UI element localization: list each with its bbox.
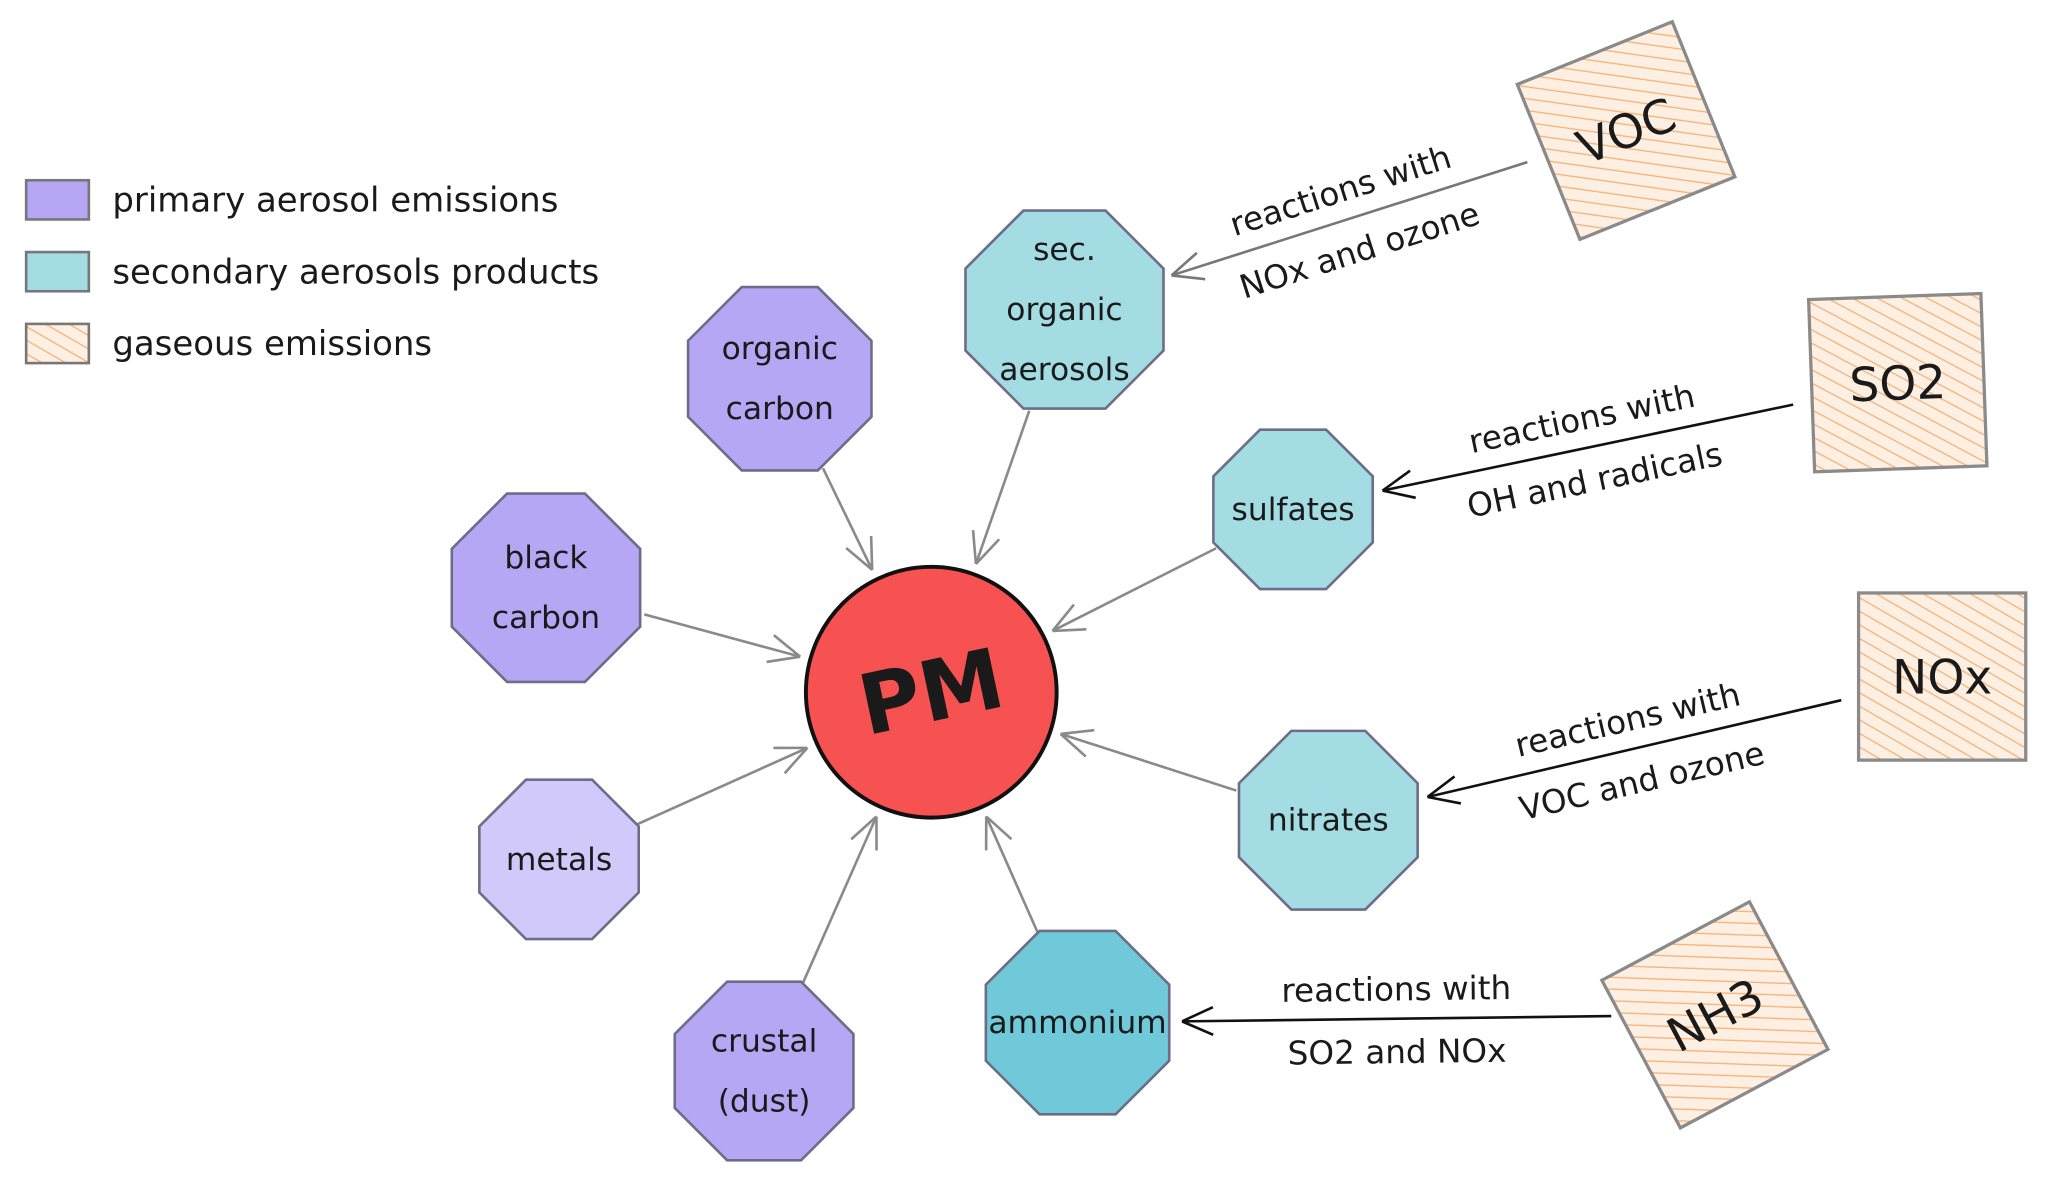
gas-box — [1856, 591, 2028, 762]
arrow-so2-to-sulfates — [1382, 403, 1794, 492]
arrow-nh3-to-ammonium-head — [1181, 1020, 1214, 1037]
arrow-black-carbon-to-pm — [643, 613, 801, 658]
pm-circle — [803, 564, 1059, 820]
arrow-sulfates-to-pm-head — [1052, 628, 1087, 633]
arrow-so2-to-sulfates-head — [1382, 489, 1416, 500]
gas-node-voc: VOC — [1515, 19, 1738, 242]
gas-box — [1515, 19, 1738, 242]
arrow-nh3-to-ammonium-head — [1181, 1005, 1214, 1023]
node-label: metals — [506, 842, 612, 878]
legend-label: primary aerosol emissions — [112, 181, 558, 221]
node-label: organic — [722, 331, 838, 367]
node-crustal-dust: crustal (dust) — [673, 980, 855, 1162]
arrow-ammonium-to-pm-head — [985, 815, 1013, 841]
legend-swatch-primary — [24, 178, 91, 221]
gas-node-nh3: NH3 — [1599, 899, 1831, 1131]
arrow-nitrates-to-pm — [1060, 732, 1237, 792]
octagon-shape — [450, 492, 642, 684]
legend-swatch-secondary — [24, 250, 91, 293]
arrow-black-carbon-to-pm-head — [773, 634, 801, 658]
arrow-organic-carbon-to-pm — [821, 467, 874, 571]
arrow-ammonium-to-pm — [985, 815, 1039, 933]
node-label: aerosols — [999, 352, 1129, 388]
gas-node-nox: NOx — [1856, 591, 2028, 762]
gas-box — [1806, 291, 1989, 474]
node-label: organic — [1006, 292, 1122, 328]
node-sec-organic-aerosols: sec. organic aerosols — [964, 209, 1165, 410]
legend-label: secondary aerosols products — [112, 252, 599, 292]
node-black-carbon: black carbon — [450, 492, 642, 684]
arrow-black-carbon-to-pm-head — [766, 655, 801, 664]
arrow-sec-organic-aerosols-to-pm-head — [971, 529, 978, 565]
node-label: sec. — [1033, 232, 1096, 268]
octagon-shape — [1212, 428, 1375, 591]
arrow-nh3-to-ammonium — [1182, 1014, 1612, 1023]
arrow-nitrates-to-pm-head — [1059, 732, 1087, 758]
reaction-label: SO2 and NOx — [1287, 1032, 1506, 1073]
arrow-nox-to-nitrates-head — [1426, 775, 1456, 799]
gas-label: SO2 — [1849, 355, 1948, 413]
nodes: organic carbon black carbon metals crustal (du… — [450, 19, 2028, 1162]
node-organic-carbon: organic carbon — [686, 285, 873, 472]
pm-node: PM — [803, 564, 1059, 820]
octagon-shape — [984, 929, 1171, 1116]
arrow-organic-carbon-to-pm-head — [869, 535, 874, 570]
arrow-sec-organic-aerosols-to-pm-head — [974, 538, 1001, 565]
node-label: crustal — [711, 1023, 817, 1059]
arrow-metals-to-pm — [637, 746, 808, 826]
node-metals: metals — [478, 778, 641, 941]
octagon-shape — [964, 209, 1165, 410]
arrow-sulfates-to-pm-head — [1051, 603, 1075, 632]
arrow-voc-to-sec-organic-aerosols-head — [1171, 274, 1206, 281]
arrow-sec-organic-aerosols-to-pm — [974, 410, 1031, 565]
reaction-label: reactions with — [1281, 969, 1511, 1010]
arrow-voc-to-sec-organic-aerosols-head — [1170, 251, 1198, 277]
arrow-nox-to-nitrates-head — [1427, 795, 1462, 805]
node-label: (dust) — [718, 1083, 811, 1119]
octagon-shape — [478, 778, 641, 941]
node-ammonium: ammonium — [984, 929, 1171, 1116]
node-label: carbon — [726, 391, 834, 427]
gas-label: NOx — [1892, 651, 1992, 706]
arrow-sulfates-to-pm — [1051, 547, 1217, 633]
arrow-organic-carbon-to-pm-head — [845, 547, 874, 571]
legend: primary aerosol emissions secondary aeros… — [24, 178, 599, 365]
node-label: carbon — [492, 600, 600, 636]
node-label: ammonium — [988, 1005, 1166, 1041]
legend-swatch-gaseous — [24, 322, 91, 365]
node-label: nitrates — [1268, 803, 1389, 839]
node-label: sulfates — [1232, 492, 1355, 528]
gas-box — [1599, 899, 1831, 1131]
arrow-so2-to-sulfates-head — [1381, 469, 1411, 492]
arrow-metals-to-pm-head — [783, 747, 809, 775]
arrow-nox-to-nitrates — [1427, 698, 1842, 799]
arrow-crustal-dust-to-pm-head — [850, 815, 878, 841]
octagon-shape — [1237, 729, 1419, 911]
legend-label: gaseous emissions — [112, 324, 432, 364]
node-sulfates: sulfates — [1212, 428, 1375, 591]
arrow-crustal-dust-to-pm — [801, 815, 878, 984]
octagon-shape — [686, 285, 873, 472]
gas-node-so2: SO2 — [1806, 291, 1989, 474]
octagon-shape — [673, 980, 855, 1162]
node-label: black — [504, 540, 588, 576]
arrow-nitrates-to-pm-head — [1060, 728, 1095, 736]
node-nitrates: nitrates — [1237, 729, 1419, 911]
arrow-voc-to-sec-organic-aerosols — [1171, 160, 1528, 277]
